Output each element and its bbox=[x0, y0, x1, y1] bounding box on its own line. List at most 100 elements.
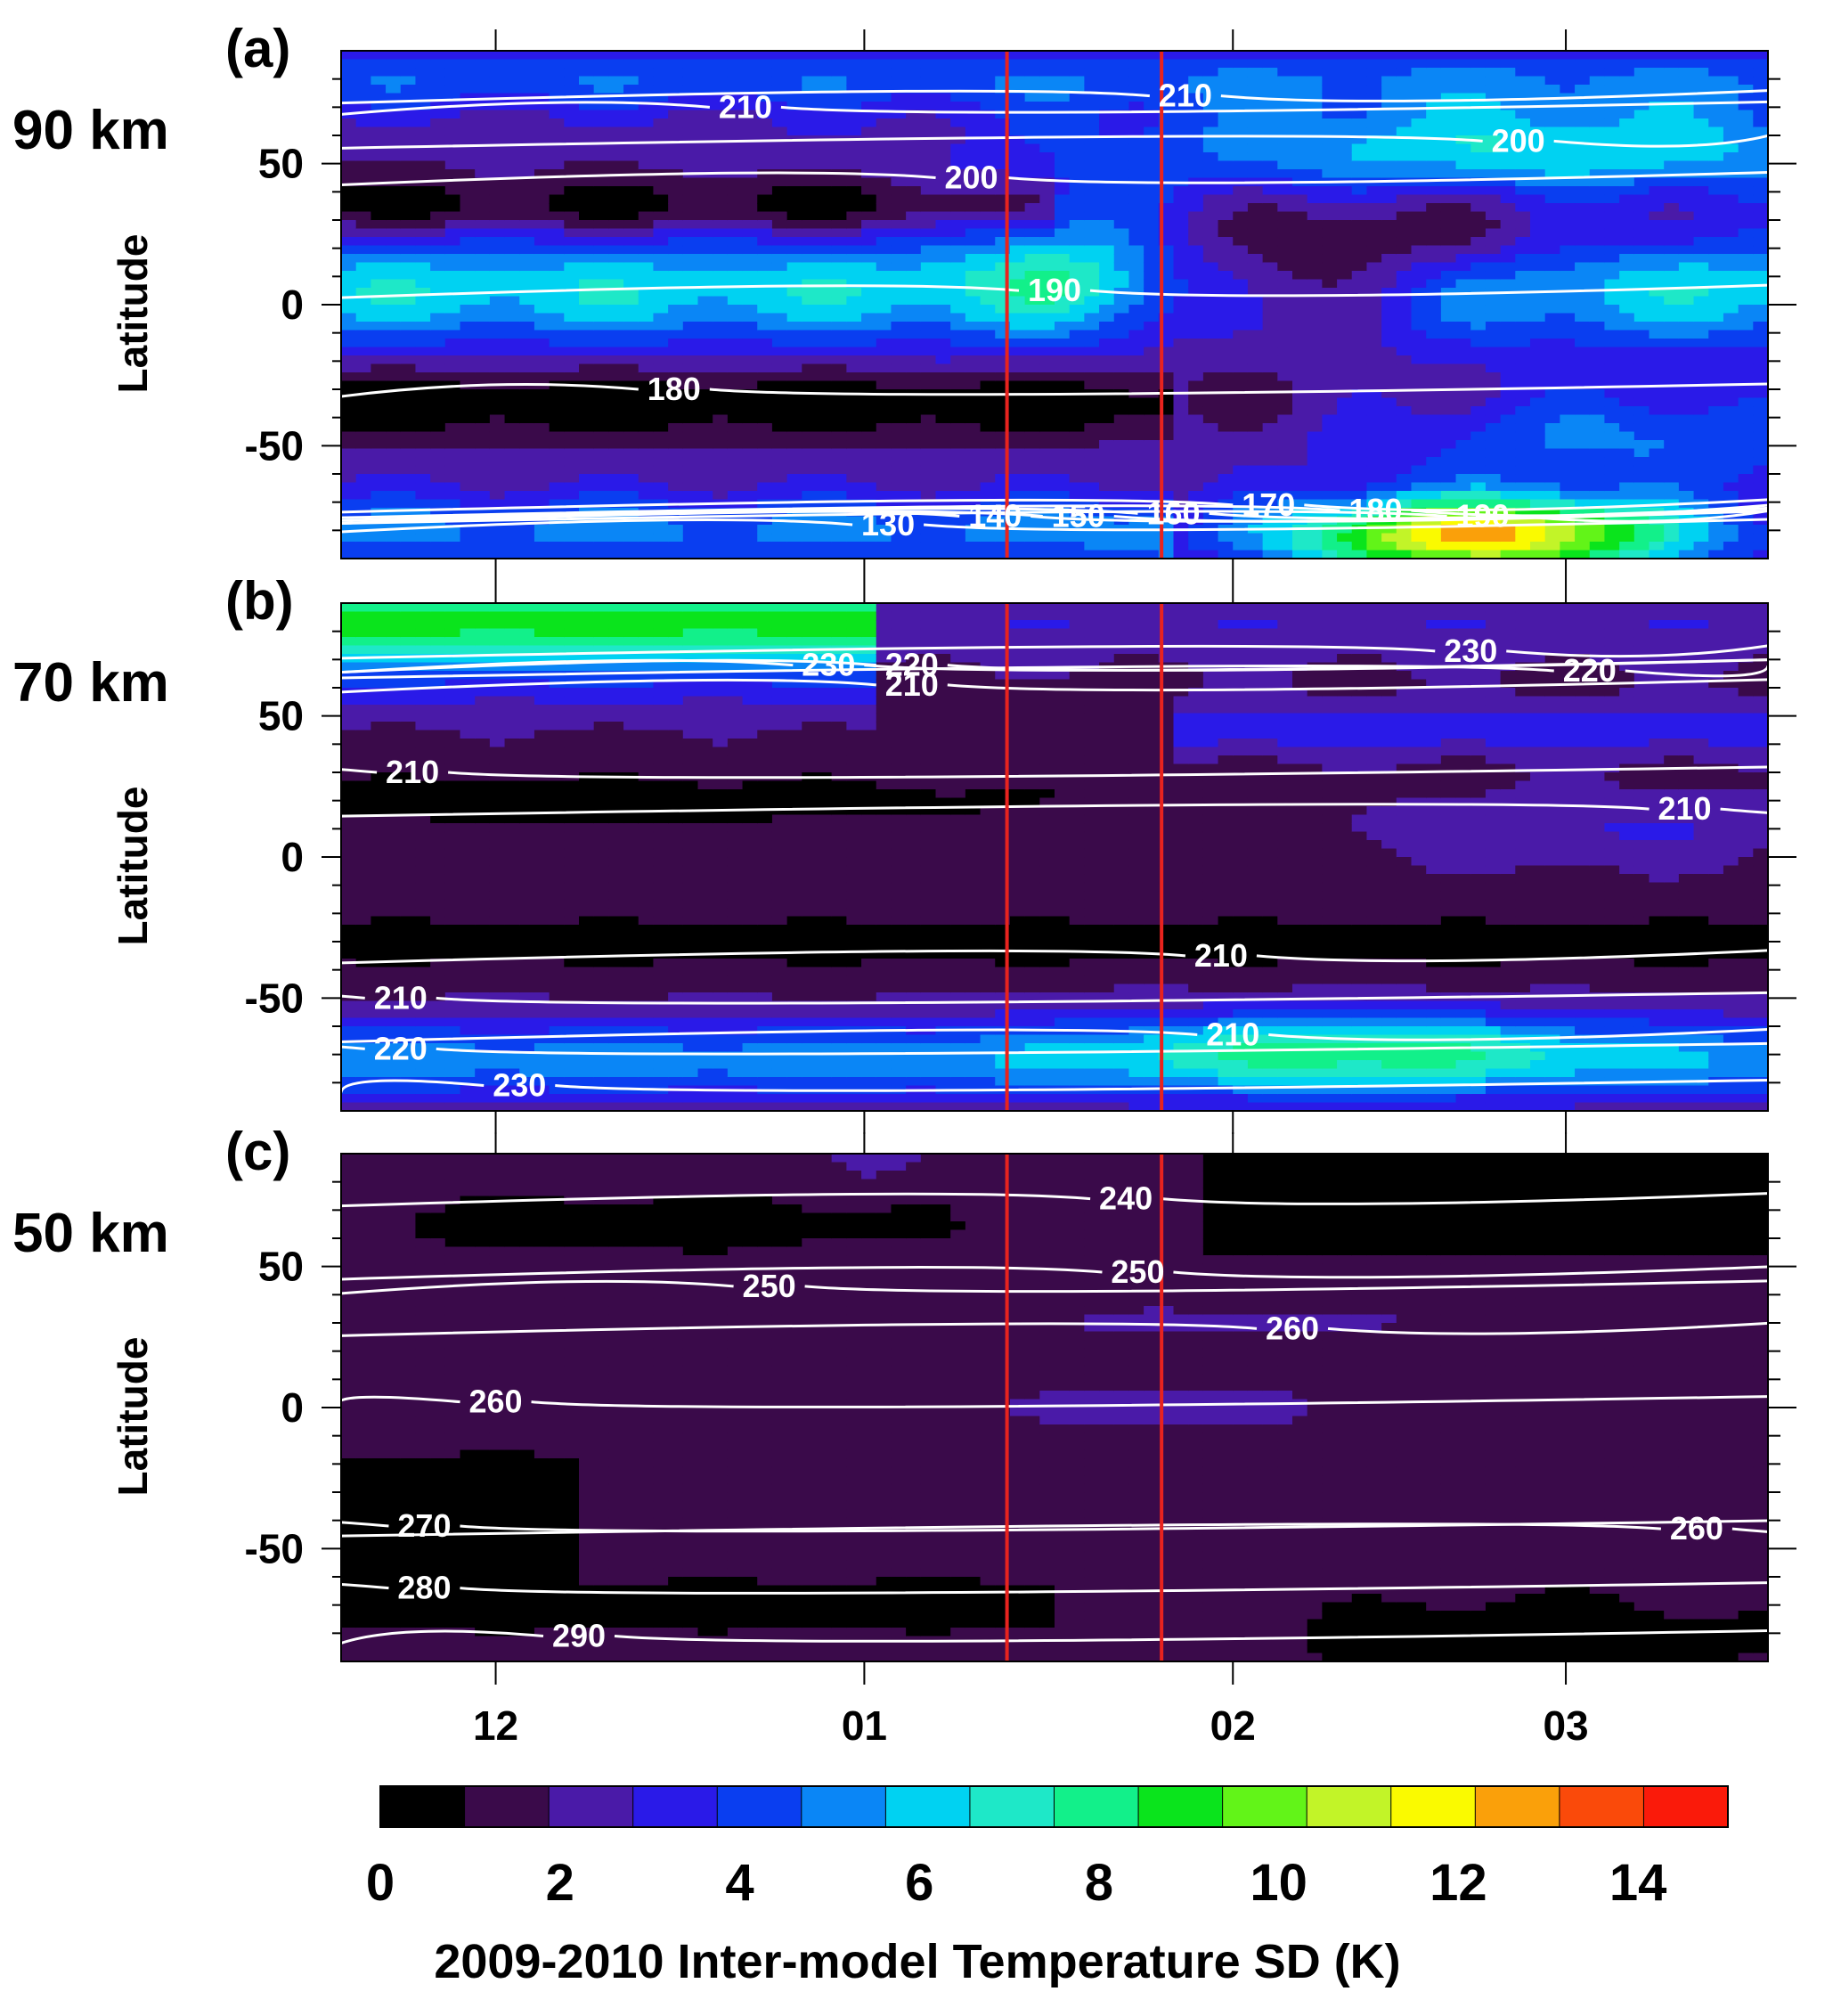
heatmap-cell bbox=[1113, 397, 1130, 407]
heatmap-cell bbox=[444, 347, 461, 356]
heatmap-cell bbox=[519, 59, 535, 69]
heatmap-cell bbox=[1307, 127, 1324, 136]
heatmap-cell bbox=[713, 194, 729, 204]
heatmap-cell bbox=[1099, 228, 1115, 238]
heatmap-cell bbox=[444, 448, 461, 458]
heatmap-cell bbox=[623, 127, 639, 136]
heatmap-cell bbox=[1337, 152, 1353, 162]
heatmap-cell bbox=[1277, 355, 1293, 365]
heatmap-cell bbox=[400, 389, 417, 399]
heatmap-cell bbox=[1024, 397, 1041, 407]
heatmap-cell bbox=[430, 482, 446, 492]
heatmap-cell bbox=[935, 491, 951, 501]
heatmap-cell bbox=[935, 525, 951, 535]
heatmap-cell bbox=[1455, 305, 1471, 314]
heatmap-cell bbox=[697, 533, 713, 543]
heatmap-cell bbox=[1470, 228, 1487, 238]
heatmap-cell bbox=[1084, 288, 1100, 298]
heatmap-cell bbox=[1396, 440, 1413, 450]
heatmap-cell bbox=[475, 262, 491, 272]
heatmap-cell bbox=[519, 237, 535, 247]
heatmap-cell bbox=[1218, 245, 1234, 255]
heatmap-cell bbox=[817, 262, 833, 272]
heatmap-cell bbox=[1069, 380, 1086, 390]
heatmap-cell bbox=[906, 102, 922, 111]
heatmap-cell bbox=[564, 406, 580, 416]
heatmap-cell bbox=[475, 330, 491, 339]
heatmap-cell bbox=[713, 68, 729, 78]
heatmap-cell bbox=[1292, 440, 1308, 450]
heatmap-cell bbox=[341, 482, 357, 492]
heatmap-cell bbox=[817, 127, 833, 136]
heatmap-cell bbox=[950, 440, 966, 450]
heatmap-cell bbox=[697, 305, 713, 314]
heatmap-cell bbox=[1366, 330, 1382, 339]
heatmap-cell bbox=[1247, 355, 1264, 365]
heatmap-cell bbox=[1292, 110, 1308, 119]
heatmap-cell bbox=[713, 423, 729, 433]
heatmap-cell bbox=[1055, 423, 1071, 433]
heatmap-cell bbox=[608, 491, 624, 501]
heatmap-cell bbox=[341, 397, 357, 407]
heatmap-cell bbox=[444, 85, 461, 94]
heatmap-cell bbox=[1233, 389, 1249, 399]
heatmap-cell bbox=[549, 397, 566, 407]
heatmap-cell bbox=[682, 363, 699, 373]
heatmap-cell bbox=[1024, 414, 1041, 424]
heatmap-cell bbox=[1069, 363, 1086, 373]
heatmap-cell bbox=[802, 288, 818, 298]
heatmap-cell bbox=[1292, 423, 1308, 433]
heatmap-cell bbox=[980, 51, 996, 61]
heatmap-cell bbox=[1500, 516, 1517, 526]
heatmap-cell bbox=[1158, 143, 1175, 153]
heatmap-cell bbox=[475, 305, 491, 314]
heatmap-cell bbox=[668, 110, 684, 119]
heatmap-cell bbox=[995, 262, 1011, 272]
heatmap-cell bbox=[876, 262, 892, 272]
heatmap-cell bbox=[1024, 406, 1041, 416]
heatmap-cell bbox=[564, 372, 580, 382]
heatmap-cell bbox=[742, 93, 758, 102]
heatmap-cell bbox=[653, 372, 669, 382]
heatmap-cell bbox=[460, 59, 476, 69]
heatmap-cell bbox=[623, 102, 639, 111]
heatmap-cell bbox=[653, 127, 669, 136]
heatmap-cell bbox=[1009, 254, 1026, 264]
heatmap-cell bbox=[623, 347, 639, 356]
heatmap-cell bbox=[697, 457, 713, 467]
heatmap-cell bbox=[1128, 76, 1145, 86]
heatmap-cell bbox=[1262, 431, 1279, 441]
heatmap-cell bbox=[623, 499, 639, 509]
heatmap-cell bbox=[1233, 245, 1249, 255]
heatmap-cell bbox=[534, 448, 550, 458]
heatmap-cell bbox=[1426, 110, 1442, 119]
heatmap-cell bbox=[623, 397, 639, 407]
heatmap-cell bbox=[489, 499, 506, 509]
heatmap-cell bbox=[831, 313, 848, 322]
heatmap-cell bbox=[1144, 237, 1160, 247]
heatmap-cell bbox=[1322, 305, 1338, 314]
heatmap-cell bbox=[1158, 474, 1175, 484]
heatmap-cell bbox=[995, 322, 1011, 331]
heatmap-cell bbox=[1411, 347, 1427, 356]
heatmap-cell bbox=[534, 254, 550, 264]
heatmap-cell bbox=[1202, 143, 1219, 153]
heatmap-cell bbox=[1144, 448, 1160, 458]
heatmap-cell bbox=[549, 499, 566, 509]
heatmap-cell bbox=[430, 542, 446, 551]
heatmap-cell bbox=[400, 152, 417, 162]
heatmap-cell bbox=[475, 76, 491, 86]
heatmap-cell bbox=[1560, 313, 1576, 322]
heatmap-cell bbox=[1366, 305, 1382, 314]
heatmap-cell bbox=[1262, 186, 1279, 196]
heatmap-cell bbox=[1202, 474, 1219, 484]
heatmap-cell bbox=[697, 262, 713, 272]
heatmap-cell bbox=[1099, 237, 1115, 247]
heatmap-cell bbox=[415, 279, 431, 289]
heatmap-cell bbox=[1411, 237, 1427, 247]
heatmap-cell bbox=[1544, 152, 1561, 162]
heatmap-cell bbox=[1069, 93, 1086, 102]
heatmap-cell bbox=[1337, 110, 1353, 119]
heatmap-cell bbox=[965, 245, 982, 255]
heatmap-cell bbox=[608, 474, 624, 484]
